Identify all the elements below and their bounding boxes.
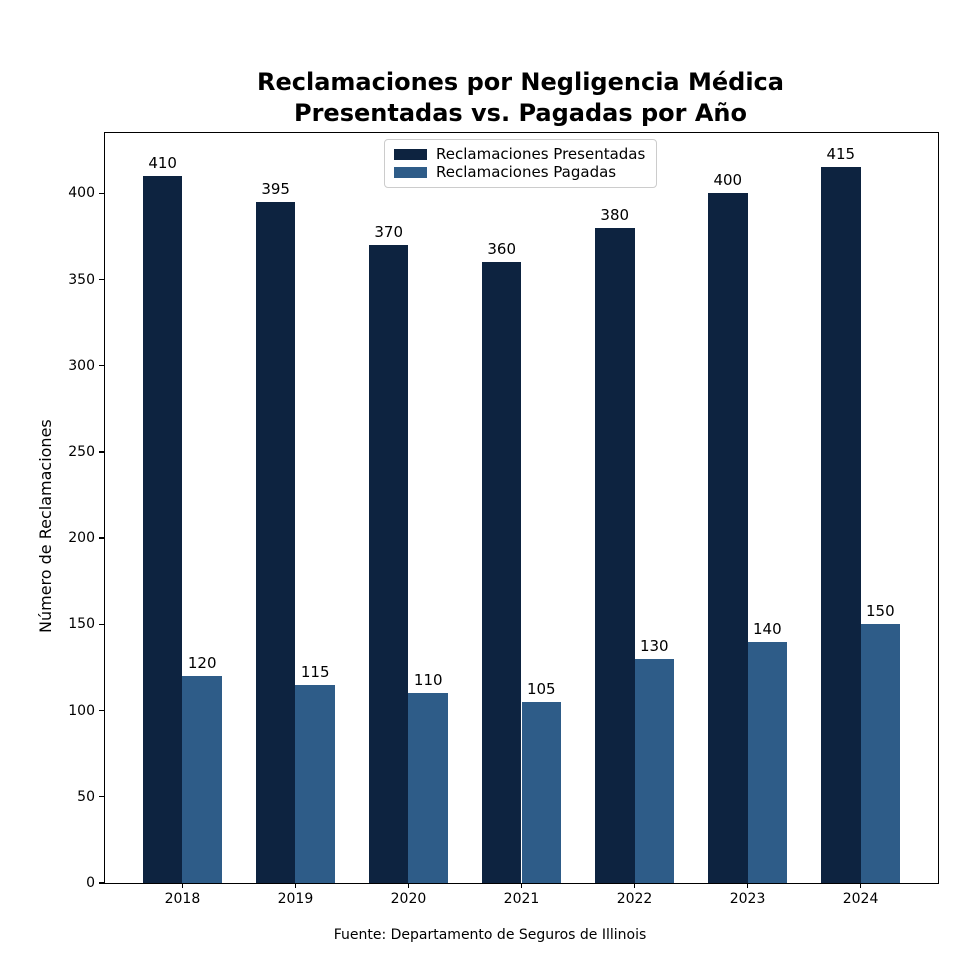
y-tick-label: 300 <box>68 357 95 374</box>
x-tick-mark <box>294 883 297 888</box>
y-tick-label: 100 <box>68 702 95 719</box>
x-tick-label: 2019 <box>277 891 314 907</box>
x-tick-label: 2024 <box>842 891 879 907</box>
x-tick-mark <box>407 883 410 888</box>
x-tick-label: 2018 <box>164 891 201 907</box>
bar-value-presentadas-2019: 395 <box>261 179 290 198</box>
y-tick-label: 350 <box>68 271 95 288</box>
bar-value-pagadas-2019: 115 <box>300 662 330 681</box>
bar-value-presentadas-2018: 410 <box>148 154 177 173</box>
source-note: Fuente: Departamento de Seguros de Illin… <box>333 927 647 943</box>
y-tick-label: 0 <box>86 875 95 891</box>
bar-value-pagadas-2024: 150 <box>866 602 895 621</box>
bar-presentadas-2023 <box>707 193 748 883</box>
x-tick-mark <box>746 883 749 888</box>
bar-presentadas-2021 <box>481 262 522 883</box>
legend-label-pagadas: Reclamaciones Pagadas <box>436 163 617 181</box>
bar-value-presentadas-2023: 400 <box>713 171 743 190</box>
bar-value-pagadas-2023: 140 <box>753 619 782 638</box>
x-tick-mark <box>520 883 523 888</box>
bar-value-presentadas-2020: 370 <box>374 223 403 242</box>
legend-item-presentadas: Reclamaciones Presentadas <box>394 146 648 163</box>
y-tick-mark <box>99 709 104 712</box>
x-tick-mark <box>859 883 862 888</box>
y-tick-mark <box>99 537 104 539</box>
y-tick-mark <box>99 365 104 367</box>
y-tick-mark <box>99 451 104 453</box>
legend-item-pagadas: Reclamaciones Pagadas <box>394 164 648 181</box>
bar-value-pagadas-2022: 130 <box>639 636 669 655</box>
bar-pagadas-2020 <box>408 693 449 883</box>
x-tick-label: 2022 <box>616 891 653 907</box>
legend: Reclamaciones Presentadas Reclamaciones … <box>384 139 657 188</box>
bar-value-presentadas-2022: 380 <box>600 205 630 224</box>
y-tick-mark <box>99 623 104 626</box>
bar-pagadas-2019 <box>295 684 335 883</box>
bar-presentadas-2022 <box>594 227 635 883</box>
y-tick-mark <box>99 796 104 798</box>
x-tick-mark <box>633 883 636 888</box>
y-tick-label: 400 <box>68 185 95 202</box>
bar-value-pagadas-2020: 110 <box>413 671 443 690</box>
bar-presentadas-2018 <box>142 176 183 883</box>
chart-title-line-2: Presentadas vs. Pagadas por Año <box>294 99 747 127</box>
bar-pagadas-2023 <box>747 641 788 883</box>
bar-presentadas-2020 <box>368 245 409 883</box>
bar-pagadas-2018 <box>182 676 222 883</box>
legend-label-presentadas: Reclamaciones Presentadas <box>436 145 646 163</box>
bar-value-presentadas-2021: 360 <box>487 240 517 259</box>
bar-value-pagadas-2018: 120 <box>187 654 217 673</box>
legend-swatch-presentadas-icon <box>394 149 427 160</box>
plot-area: 0 50 100 150 200 250 300 350 400 2018 410 120 2019 39… <box>68 132 939 907</box>
y-tick-mark <box>99 882 104 884</box>
x-tick-label: 2023 <box>729 891 766 907</box>
y-tick-mark <box>99 192 104 195</box>
x-tick-label: 2021 <box>503 891 540 907</box>
y-tick-label: 50 <box>77 788 95 805</box>
y-tick-label: 150 <box>68 616 95 633</box>
bar-pagadas-2021 <box>521 701 562 883</box>
chart-title-line-1: Reclamaciones por Negligencia Médica <box>257 68 784 96</box>
x-tick-mark <box>181 883 184 888</box>
y-tick-label: 200 <box>68 530 95 547</box>
bar-pagadas-2024 <box>860 624 901 883</box>
bar-presentadas-2019 <box>255 201 296 883</box>
bar-value-pagadas-2021: 105 <box>526 679 556 698</box>
y-tick-label: 250 <box>68 443 95 460</box>
x-tick-label: 2020 <box>390 891 427 907</box>
bar-presentadas-2024 <box>821 167 861 883</box>
bar-value-presentadas-2024: 415 <box>826 145 856 164</box>
y-tick-mark <box>99 278 104 281</box>
legend-swatch-pagadas-icon <box>394 167 427 178</box>
bar-pagadas-2022 <box>634 658 675 883</box>
chart-title: Reclamaciones por Negligencia Médica Pre… <box>104 67 937 129</box>
